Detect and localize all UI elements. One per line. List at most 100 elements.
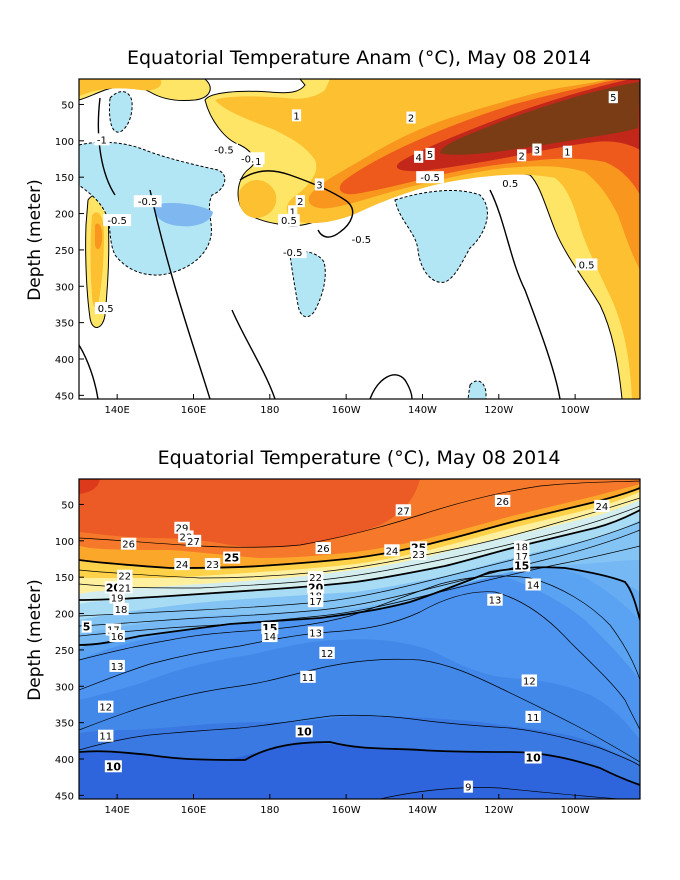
anomaly-contour-label-text: 5	[427, 150, 433, 161]
temperature-contour-label-bg	[463, 780, 473, 793]
anomaly-contour-label-text: -0.5	[241, 154, 261, 165]
anomaly-contour-label-bg	[575, 258, 598, 271]
temperature-contour-label: 24	[384, 544, 400, 557]
anomaly-contour-label: 5	[425, 147, 435, 161]
isotherm-11	[79, 714, 640, 767]
temperature-contour-label: 23	[204, 558, 221, 571]
anomaly-zero-contour-4	[369, 374, 413, 399]
anomaly-chart: Equatorial Temperature Anam (°C), May 08…	[25, 47, 641, 416]
temperature-contour-label-text: 19	[111, 594, 124, 605]
anomaly-x-tick-label: 160W	[332, 405, 361, 416]
temperature-contour-label-bg	[521, 674, 538, 687]
anomaly-contour-label-text: 1	[255, 157, 261, 168]
anomaly-contour-label-text: 1	[564, 148, 570, 159]
anomaly-region-pos-left-2	[95, 223, 103, 250]
anomaly-region-neg-0.5d	[109, 91, 133, 133]
anomaly-y-tick-label: 150	[55, 173, 74, 184]
temperature-contour-label-text: 14	[263, 632, 276, 643]
anomaly-contour-label: 1	[291, 109, 302, 122]
anomaly-y-tick-label: 50	[61, 100, 74, 111]
temperature-contour-label: 16	[109, 630, 125, 643]
temperature-x-tick-label: 160W	[332, 805, 361, 816]
temperature-y-tick-label: 50	[61, 500, 74, 511]
temperature-contour-label-bg	[307, 595, 324, 608]
temperature-x-tick-label: 180	[260, 805, 279, 816]
temperature-field	[79, 479, 640, 799]
temperature-y-tick-label: 450	[55, 791, 74, 802]
anomaly-contour-label-text: -0.5	[352, 235, 372, 246]
temperature-contour-label-bg	[524, 751, 542, 764]
anomaly-zero-contour-3	[231, 309, 276, 399]
temperature-contour-label-bg	[262, 630, 278, 643]
temperature-contour-label-bg	[98, 729, 114, 742]
anomaly-y-tick-label: 300	[55, 282, 74, 293]
anomaly-contour-label: -0.5	[416, 171, 445, 184]
temperature-contour-label-bg	[315, 542, 331, 555]
temperature-contour-label: 19	[109, 591, 125, 605]
temperature-contour-label: 10	[524, 751, 542, 765]
anomaly-contour-label: -0.5	[103, 214, 132, 227]
anomaly-region-pos-1b	[238, 180, 277, 218]
anomaly-zero-contour-1	[239, 170, 354, 238]
isotherm-13	[79, 591, 640, 731]
anomaly-plot-frame	[78, 78, 641, 400]
anomaly-contour-label-bg	[94, 302, 117, 315]
temperature-chart-title: Equatorial Temperature (°C), May 08 2014	[158, 447, 561, 469]
temperature-y-tick-label: 150	[55, 573, 74, 584]
temperature-contour-label: 24	[594, 499, 610, 513]
temperature-contour-label-bg	[395, 504, 412, 517]
anomaly-contour-label-text: 2	[519, 151, 525, 162]
temperature-contour-label-bg	[487, 593, 503, 606]
anomaly-region-neg-0.5b	[394, 190, 488, 283]
temperature-contour-label-text: 27	[397, 506, 410, 517]
temperature-contour-label: 9	[463, 780, 473, 794]
anomaly-y-axis-label: Depth (meter)	[25, 179, 45, 301]
anomaly-region-neg-0.5c	[289, 251, 326, 318]
anomaly-x-tick-label: 120W	[484, 405, 513, 416]
anomaly-y-tick-label: 100	[55, 137, 74, 148]
temperature-y-tick-label: 300	[55, 682, 74, 693]
anomaly-contour-label-bg	[278, 214, 300, 227]
temperature-contour-label-bg	[117, 569, 133, 582]
temperature-contour-label: 10	[295, 725, 313, 738]
temperature-contour-label-bg	[109, 659, 125, 672]
temperature-contour-label-bg	[295, 725, 313, 738]
temperature-contour-label-text: 24	[176, 560, 189, 571]
anomaly-contour-label: -0.5	[133, 195, 162, 208]
anomaly-contour-label-bg	[517, 149, 527, 162]
anomaly-contour-label-text: -0.5	[138, 197, 158, 208]
anomaly-contour-label-bg	[532, 143, 542, 156]
temp-band-29	[79, 479, 100, 494]
isotherm-12	[79, 658, 640, 763]
temperature-contour-label: 11	[300, 670, 316, 684]
isotherm-9	[379, 787, 621, 799]
temperature-contour-label-text: 17	[515, 552, 528, 563]
anomaly-contour-label-bg	[406, 111, 416, 124]
anomaly-contour-label-text: -0.5	[107, 216, 127, 227]
anomaly-x-tick-label: 180	[260, 405, 279, 416]
temperature-contour-label: 23	[410, 547, 427, 561]
temperature-contour-label: 21	[117, 581, 133, 594]
anomaly-contour-label-text: -0.5	[283, 248, 303, 259]
temperature-contour-label-text: 18	[515, 543, 528, 554]
anomaly-zero-contour-6	[79, 344, 99, 399]
temperature-contour-label: 11	[525, 710, 541, 724]
temperature-contour-label-bg	[513, 550, 530, 563]
anomaly-contour-label-text: -1	[97, 135, 107, 146]
temperature-y-tick-label: 250	[55, 646, 74, 657]
temperature-contour-label-bg	[109, 630, 125, 643]
anomaly-x-tick-label: 100W	[561, 405, 590, 416]
temperature-contour-label: 14	[262, 630, 278, 643]
temperature-contour-label: 12	[521, 674, 538, 687]
isotherm-14	[79, 575, 640, 681]
temperature-axes: 140E 160E 180 160W 140W 120W 100W 50 100 150 200 25…	[55, 500, 590, 816]
anomaly-y-tick-label: 350	[55, 319, 74, 330]
temperature-x-tick-label: 160E	[181, 805, 206, 816]
temperature-contour-label: 13	[109, 659, 125, 673]
temperature-contour-label-text: 26	[317, 544, 330, 555]
anomaly-y-tick-label: 450	[55, 391, 74, 402]
temperature-contour-label-text: 22	[309, 573, 322, 584]
anomaly-region-neg-0.5e	[467, 380, 487, 399]
temperature-contour-label-text: 13	[309, 628, 322, 639]
anomaly-contour-label: 1	[562, 145, 573, 159]
